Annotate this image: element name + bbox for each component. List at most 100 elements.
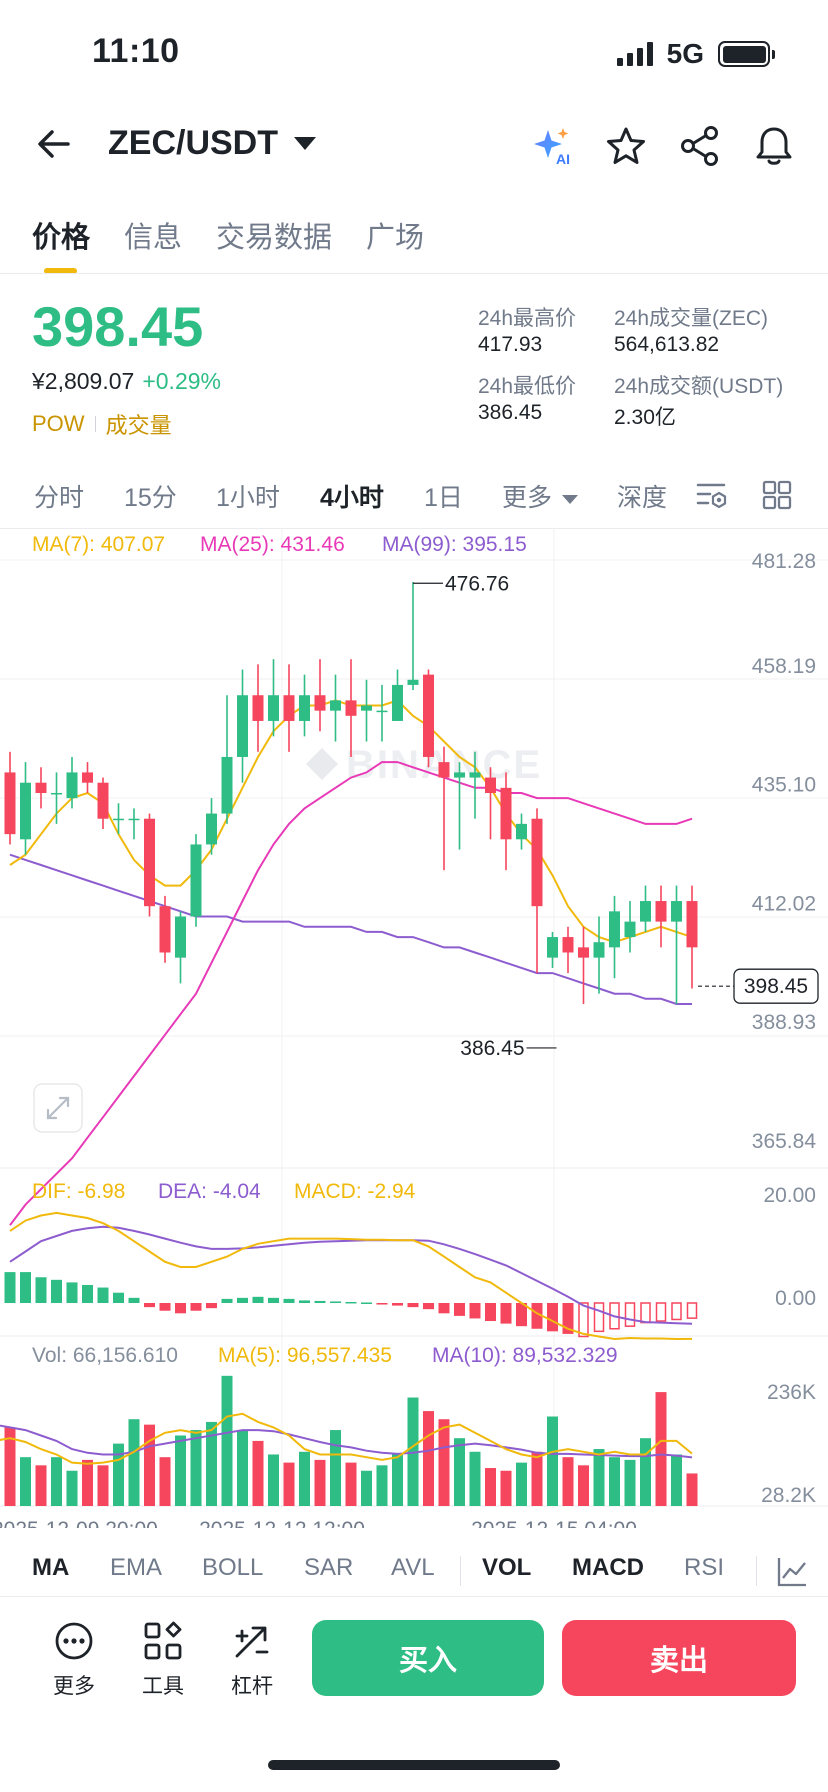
high-annotation: 476.76 — [445, 572, 509, 595]
bell-icon[interactable] — [752, 124, 796, 168]
candle-body — [113, 818, 124, 821]
volume-bar — [485, 1468, 496, 1506]
tools-action-label: 工具 — [142, 1675, 184, 1698]
macd-bar — [345, 1301, 357, 1304]
volume-bar — [531, 1451, 543, 1506]
macd-bar — [97, 1287, 109, 1303]
last-price: 398.45 — [32, 295, 204, 358]
candle-body — [686, 901, 698, 948]
tab-square[interactable]: 广场 — [366, 222, 425, 254]
indicator-ema[interactable]: EMA — [110, 1554, 163, 1581]
volume-bar — [175, 1435, 186, 1506]
volume-bar — [144, 1424, 155, 1506]
candle-body — [531, 818, 543, 907]
candle-body — [500, 787, 512, 840]
star-icon[interactable] — [604, 124, 648, 168]
sell-button[interactable]: 卖出 — [562, 1620, 796, 1696]
candle-body — [51, 792, 62, 795]
pair-selector[interactable]: ZEC/USDT — [108, 124, 316, 163]
indicator-vol[interactable]: VOL — [482, 1554, 532, 1581]
macd-bar — [82, 1284, 93, 1303]
interval-time[interactable]: 分时 — [34, 484, 85, 512]
dif-legend: DIF: -6.98 — [32, 1180, 125, 1203]
candle-body — [268, 695, 279, 721]
candle-body — [454, 772, 465, 778]
volume-bar — [407, 1397, 419, 1506]
chart-settings-icon[interactable] — [696, 480, 728, 510]
macd-bar — [113, 1292, 124, 1303]
interval-1d[interactable]: 1日 — [424, 484, 463, 512]
tools-action[interactable]: 工具 — [127, 1620, 199, 1700]
ai-sparkle-icon[interactable]: AI — [530, 124, 574, 168]
y-tick-label: 481.28 — [752, 550, 816, 573]
indicator-separator — [460, 1556, 461, 1586]
indicator-boll[interactable]: BOLL — [202, 1554, 264, 1581]
interval-bar: 分时 15分 1小时 4小时 1日 更多 深度 — [0, 478, 828, 514]
back-arrow-icon[interactable] — [34, 124, 74, 164]
macd-bar — [454, 1303, 465, 1316]
active-tab-indicator — [44, 268, 77, 274]
more-action[interactable]: 更多 — [38, 1620, 110, 1700]
macd-bar — [671, 1302, 682, 1321]
candle-body — [159, 906, 171, 953]
tag-volume[interactable]: 成交量 — [105, 413, 172, 438]
indicator-bar: MA EMA BOLL SAR AVL VOL MACD RSI — [0, 1554, 828, 1594]
indicator-avl[interactable]: AVL — [391, 1554, 435, 1581]
macd-bar — [51, 1279, 62, 1303]
chart-labels: 481.28 458.19 435.10 412.02 388.93 365.84 MA(7… — [0, 533, 816, 1528]
volume-bar — [51, 1457, 62, 1506]
macd-bar — [190, 1303, 202, 1311]
indicator-sar[interactable]: SAR — [304, 1554, 354, 1581]
battery-icon — [718, 41, 775, 67]
macd-bar — [35, 1277, 47, 1303]
low-annotation: 386.45 — [460, 1037, 524, 1060]
indicator-rsi[interactable]: RSI — [684, 1554, 725, 1581]
ma7-legend: MA(7): 407.07 — [32, 533, 165, 556]
high-label: 24h最高价 — [478, 307, 577, 330]
pair-name: ZEC/USDT — [108, 124, 278, 162]
candle-body — [562, 937, 574, 953]
y-tick-label: 365.84 — [752, 1130, 817, 1153]
volume-bar — [500, 1470, 512, 1506]
macd-bar — [655, 1302, 667, 1322]
volume-bar — [655, 1392, 667, 1506]
candle-body — [66, 772, 78, 799]
tab-info[interactable]: 信息 — [124, 222, 183, 254]
candle-body — [593, 942, 605, 958]
vol-y-tick: 28.2K — [761, 1484, 816, 1507]
macd-panel — [4, 1211, 698, 1341]
tag-separator — [94, 416, 96, 432]
candles — [4, 582, 698, 1004]
indicator-settings-icon[interactable] — [776, 1556, 808, 1588]
depth-tab[interactable]: 深度 — [617, 484, 668, 512]
leverage-action[interactable]: 杠杆 — [216, 1620, 288, 1700]
chevron-down-icon — [562, 494, 579, 504]
tag-pow[interactable]: POW — [32, 411, 85, 436]
interval-1h[interactable]: 1小时 — [216, 484, 280, 512]
interval-4h[interactable]: 4小时 — [320, 484, 384, 512]
volume-bar — [190, 1430, 202, 1506]
volume-bar — [237, 1430, 248, 1506]
y-tick-label: 412.02 — [752, 892, 816, 915]
interval-15m[interactable]: 15分 — [124, 484, 177, 512]
volume-bar — [438, 1419, 450, 1506]
share-icon[interactable] — [678, 124, 722, 168]
volume-bar — [454, 1438, 465, 1506]
volume-bar — [392, 1454, 403, 1506]
signal-icon — [616, 42, 653, 66]
buy-button[interactable]: 买入 — [312, 1620, 544, 1696]
expand-chart-button[interactable] — [33, 1083, 83, 1133]
layout-grid-icon[interactable] — [762, 480, 792, 510]
interval-more[interactable]: 更多 — [502, 478, 579, 514]
tab-trading-data[interactable]: 交易数据 — [216, 222, 333, 254]
candle-body — [392, 684, 403, 721]
price-annotations: 476.76 386.45 398.45 — [413, 572, 819, 1060]
candle-body — [624, 921, 636, 938]
indicator-ma[interactable]: MA — [32, 1554, 70, 1581]
vol-legend: Vol: 66,156.610 — [32, 1344, 178, 1367]
y-tick-label: 388.93 — [752, 1011, 816, 1034]
low-value: 386.45 — [478, 401, 543, 424]
tab-price[interactable]: 价格 — [32, 222, 91, 254]
indicator-macd[interactable]: MACD — [572, 1554, 644, 1581]
